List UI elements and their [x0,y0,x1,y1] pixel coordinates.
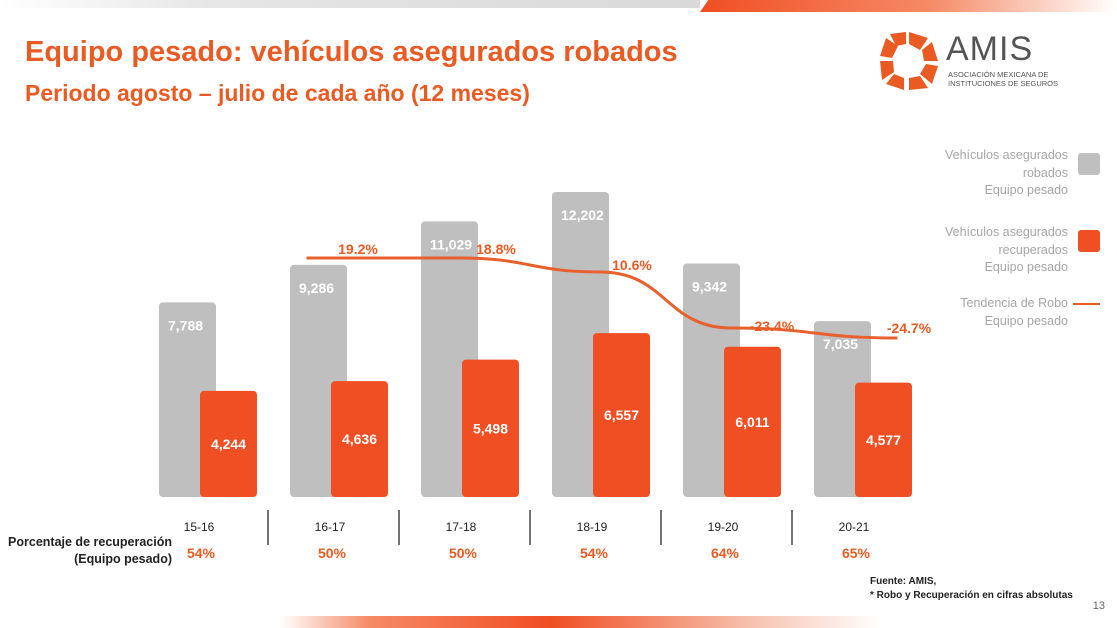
amis-logo-icon [880,32,938,90]
legend-tendencia-text: Tendencia de Robo Equipo pesado [960,296,1068,328]
recovery-percentages: 54% 50% 50% 54% 64% 65% [187,545,871,561]
recovery-percentage: 64% [711,545,740,561]
legend-recuperados-swatch [1078,230,1100,252]
category-label: 18-19 [577,520,608,534]
bar-recuperados [462,359,519,497]
recovery-label: Porcentaje de recuperación (Equipo pesad… [8,535,172,566]
slide-title: Equipo pesado: vehículos asegurados roba… [25,36,678,68]
page-number: 13 [1092,600,1105,612]
recuperados-series: 4,244 4,636 5,498 6,557 6,011 4,577 [200,333,912,497]
bar-recuperados-label: 5,498 [473,420,508,436]
category-label: 16-17 [315,520,346,534]
slide-subtitle: Periodo agosto – julio de cada año (12 m… [25,80,530,106]
legend-robados-swatch [1078,153,1100,175]
bar-recuperados [724,346,781,497]
bar-recuperados-label: 6,557 [604,407,639,423]
category-labels: 15-16 16-17 17-18 18-19 19-20 20-21 [184,520,870,534]
bar-recuperados-label: 4,577 [866,432,901,448]
bar-robados-label: 7,788 [168,317,203,333]
recovery-percentage: 54% [580,545,609,561]
recovery-percentage: 65% [842,545,871,561]
bar-recuperados-label: 6,011 [735,414,769,430]
source-note: Fuente: AMIS, * Robo y Recuperación en c… [870,576,1073,601]
recovery-percentage: 50% [318,545,347,561]
bar-recuperados [200,390,257,497]
bar-robados-label: 9,342 [692,278,727,294]
bar-recuperados-label: 4,244 [211,436,246,452]
trend-label: -23.4% [750,318,795,334]
trend-label: 19.2% [338,241,378,257]
trend-label: 18.8% [476,241,516,257]
top-accent-bar [700,0,1117,12]
category-label: 15-16 [184,520,215,534]
trend-line [306,256,898,340]
trend-label: -24.7% [887,320,932,336]
bar-robados-label: 7,035 [823,336,858,352]
trend-label: 10.6% [612,257,652,273]
legend-recuperados-text: Vehículos asegurados recuperados Equipo … [944,225,1068,274]
logo-name: AMIS [946,30,1034,68]
category-label: 20-21 [839,520,870,534]
amis-logo: AMIS Asociación Mexicana de Institucione… [876,28,1076,98]
category-separators [267,510,793,545]
legend-tendencia-line [1073,303,1100,305]
legend-robados-text: Vehículos asegurados robados Equipo pesa… [944,148,1068,197]
bar-robados-label: 12,202 [561,207,604,223]
bottom-decorative-bar [280,616,880,628]
bar-robados-label: 11,029 [430,236,472,252]
category-label: 19-20 [708,520,739,534]
trend-series: 19.2% 18.8% 10.6% -23.4% -24.7% [306,241,932,340]
bar-recuperados-label: 4,636 [342,431,377,447]
bar-recuperados [331,381,388,497]
bar-recuperados [593,333,650,497]
top-decorative-bar [0,0,700,8]
bar-recuperados [855,382,912,497]
recovery-percentage: 54% [187,545,216,561]
bar-robados-label: 9,286 [299,280,334,296]
logo-tagline: Asociación Mexicana de Instituciones de … [948,70,1059,88]
category-label: 17-18 [446,520,477,534]
recovery-percentage: 50% [449,545,478,561]
